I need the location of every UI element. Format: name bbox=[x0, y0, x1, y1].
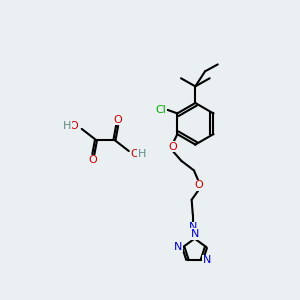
Text: O: O bbox=[130, 149, 139, 159]
Text: O: O bbox=[194, 181, 203, 190]
Text: H: H bbox=[63, 121, 71, 130]
Text: O: O bbox=[89, 155, 98, 165]
Text: N: N bbox=[190, 229, 199, 239]
Text: O: O bbox=[169, 142, 178, 152]
Text: N: N bbox=[189, 223, 197, 232]
Text: Cl: Cl bbox=[156, 105, 167, 115]
Text: O: O bbox=[113, 115, 122, 124]
Text: O: O bbox=[70, 121, 78, 130]
Text: N: N bbox=[174, 242, 182, 252]
Text: H: H bbox=[138, 149, 146, 159]
Text: N: N bbox=[202, 255, 211, 265]
